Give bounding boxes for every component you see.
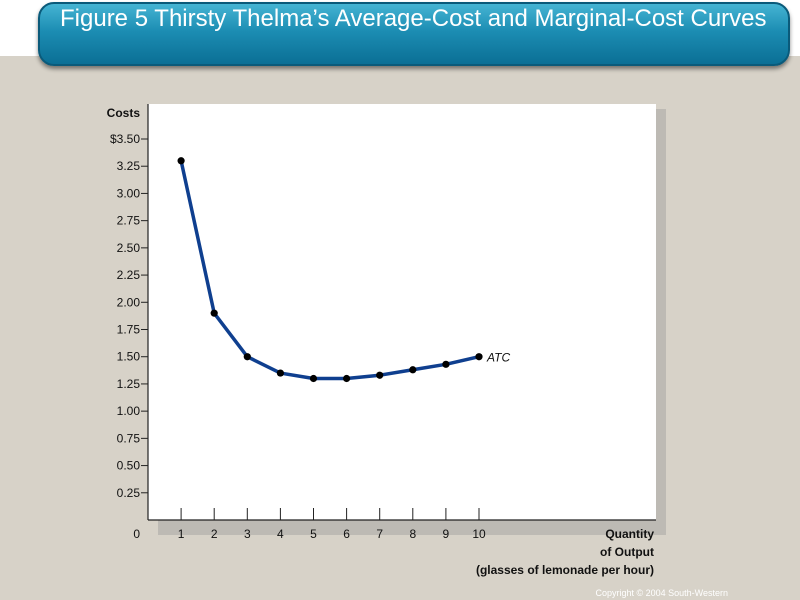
y-tick-label: 1.00 (117, 404, 141, 418)
x-tick-label: 4 (277, 527, 284, 541)
y-tick-label: 0.75 (117, 431, 141, 445)
plot-panel (148, 104, 656, 520)
origin-label: 0 (133, 527, 140, 541)
x-tick-label: 3 (244, 527, 251, 541)
title-banner (38, 2, 790, 66)
page-title: Figure 5 Thirsty Thelma’s Average-Cost a… (60, 5, 767, 32)
atc-data-point (243, 353, 251, 361)
y-tick-label: 2.50 (117, 241, 141, 255)
y-tick-label: 3.25 (117, 159, 141, 173)
atc-data-point (475, 353, 483, 361)
y-tick-label: 2.25 (117, 268, 141, 282)
atc-data-point (276, 369, 284, 377)
x-axis-label-line: (glasses of lemonade per hour) (476, 563, 654, 577)
y-tick-label: 3.00 (117, 186, 141, 200)
atc-data-point (210, 309, 218, 317)
x-tick-label: 5 (310, 527, 317, 541)
atc-curve-line (179, 159, 481, 381)
atc-data-point (442, 360, 450, 368)
atc-series-label: ATC (486, 351, 510, 365)
y-tick-label: $3.50 (110, 132, 140, 146)
atc-data-point (177, 157, 185, 165)
y-tick-label: 1.50 (117, 350, 141, 364)
y-tick-label: 2.00 (117, 295, 141, 309)
x-axis-label-line: Quantity (605, 527, 654, 541)
y-tick-label: 0.25 (117, 486, 141, 500)
x-tick-label: 7 (376, 527, 383, 541)
y-tick-label: 1.75 (117, 323, 141, 337)
x-tick-label: 10 (472, 527, 486, 541)
x-axis-label-line: of Output (600, 545, 654, 559)
x-tick-label: 9 (443, 527, 450, 541)
x-tick-label: 1 (178, 527, 185, 541)
copyright-note: Copyright © 2004 South-Western (595, 588, 728, 598)
y-tick-label: 2.75 (117, 214, 141, 228)
x-tick-label: 8 (409, 527, 416, 541)
x-tick-label: 6 (343, 527, 350, 541)
atc-data-point (409, 366, 417, 374)
atc-data-point (309, 374, 318, 383)
atc-data-point (343, 374, 351, 383)
y-tick-label: 1.25 (117, 377, 141, 391)
x-tick-label: 2 (211, 527, 218, 541)
y-tick-label: 0.50 (117, 459, 141, 473)
atc-data-point (376, 371, 384, 379)
y-axis-label: Costs (107, 106, 141, 120)
